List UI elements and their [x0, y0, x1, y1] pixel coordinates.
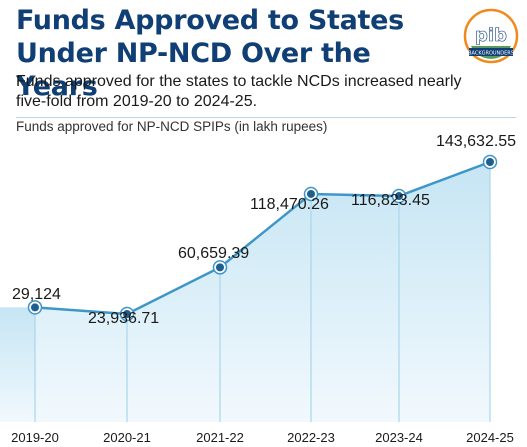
data-point: [216, 263, 224, 272]
data-label: 118,470.26: [250, 196, 329, 213]
logo-text: pib: [475, 25, 507, 46]
page-title: Funds Approved to States Under NP-NCD Ov…: [16, 5, 404, 102]
x-tick-label: 2021-22: [196, 430, 244, 445]
data-label: 23,936.71: [88, 310, 159, 327]
area-fill-left: [0, 307, 35, 422]
logo-tagline: BACKGROUNDERS: [468, 51, 514, 57]
page-subtitle: Funds approved for the states to tackle …: [16, 73, 462, 110]
chart-label: Funds approved for NP-NCD SPIPs (in lakh…: [16, 119, 328, 134]
pib-logo-icon: pib BACKGROUNDERS: [463, 8, 519, 64]
data-label: 29,124: [12, 286, 61, 303]
x-tick-label: 2023-24: [375, 430, 423, 445]
data-label: 60,659.39: [178, 245, 249, 262]
x-tick-label: 2022-23: [287, 430, 335, 445]
divider: [16, 117, 516, 118]
area-fill: [35, 162, 490, 422]
data-point: [307, 189, 315, 198]
data-label: 143,632.55: [436, 133, 516, 150]
data-point: [123, 310, 131, 318]
x-tick-label: 2024-25: [466, 430, 514, 445]
data-point: [486, 158, 494, 166]
x-tick-label: 2020-21: [103, 430, 151, 445]
data-label: 116,823.45: [351, 192, 430, 209]
data-point: [395, 192, 403, 201]
data-point: [31, 303, 39, 312]
series-line: [34, 160, 491, 316]
x-tick-label: 2019-20: [11, 430, 59, 445]
